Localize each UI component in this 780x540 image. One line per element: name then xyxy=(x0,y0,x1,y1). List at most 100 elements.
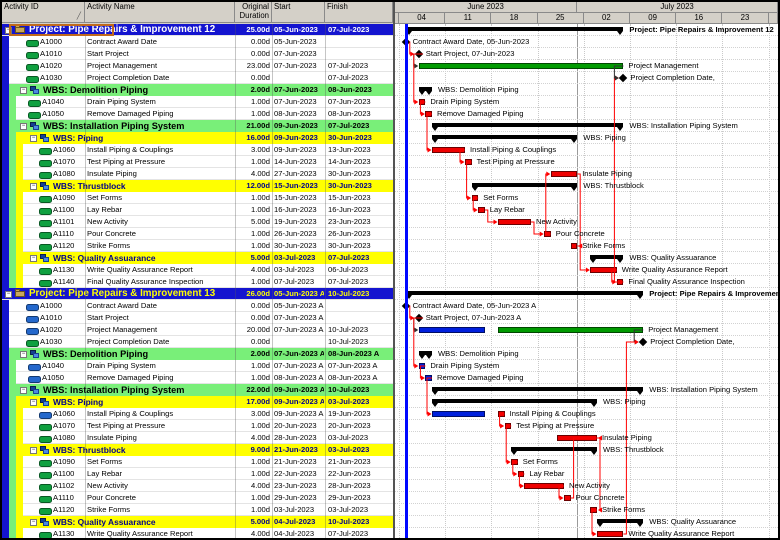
summary-bar[interactable] xyxy=(432,386,644,391)
table-row[interactable]: − WBS: Demolition Piping 2.00d 07-Jun-2023 0… xyxy=(2,84,393,96)
column-header-original-duration[interactable]: Original Duration xyxy=(235,2,272,23)
start-date-cell[interactable]: 21-Jun-2023 xyxy=(274,457,317,466)
table-row[interactable]: − WBS: Demolition Piping 2.00d 07-Jun-2023 … xyxy=(2,348,393,360)
table-row[interactable]: A1120 Strike Forms 1.00d 30-Jun-2023 30-Jun-… xyxy=(2,240,393,252)
finish-date-cell[interactable]: 08-Jun-2023 A xyxy=(328,373,378,382)
start-date-cell[interactable]: 22-Jun-2023 xyxy=(274,469,317,478)
start-date-cell[interactable]: 03-Jul-2023 xyxy=(274,265,315,274)
start-date-cell[interactable]: 07-Jun-2023 xyxy=(274,61,317,70)
original-duration-cell[interactable]: 1.00d xyxy=(250,97,270,106)
original-duration-cell[interactable]: 26.00d xyxy=(246,289,270,298)
activity-id-cell[interactable]: A1010 xyxy=(40,313,62,322)
activity-name-cell[interactable]: Project Management xyxy=(87,61,158,70)
activity-name-cell[interactable]: Write Quality Assurance Report xyxy=(87,265,193,274)
original-duration-cell[interactable]: 1.00d xyxy=(250,193,270,202)
original-duration-cell[interactable]: 0.00d xyxy=(250,73,270,82)
collapse-toggle-icon[interactable]: − xyxy=(5,290,12,298)
finish-date-cell[interactable]: 13-Jun-2023 xyxy=(328,145,371,154)
column-header-start[interactable]: Start xyxy=(272,2,325,23)
finish-date-cell[interactable]: 07-Jun-2023 A xyxy=(328,361,378,370)
activity-name-cell[interactable]: Insulate Piping xyxy=(87,433,137,442)
finish-date-cell[interactable]: 08-Jun-2023 xyxy=(328,85,372,94)
table-row[interactable]: A1100 Lay Rebar 1.00d 16-Jun-2023 16-Jun-202… xyxy=(2,204,393,216)
finish-date-cell[interactable]: 10-Jul-2023 xyxy=(328,325,369,334)
original-duration-cell[interactable]: 4.00d xyxy=(250,481,270,490)
table-gantt-splitter[interactable] xyxy=(393,2,395,538)
start-date-cell[interactable]: 08-Jun-2023 A xyxy=(274,373,324,382)
activity-id-cell[interactable]: A1000 xyxy=(40,301,62,310)
activity-id-cell[interactable]: A1060 xyxy=(53,409,75,418)
activity-name-cell[interactable]: Lay Rebar xyxy=(87,469,123,478)
finish-date-cell[interactable]: 26-Jun-2023 xyxy=(328,229,371,238)
original-duration-cell[interactable]: 0.00d xyxy=(250,337,270,346)
column-header-activity-name[interactable]: Activity Name xyxy=(85,2,235,23)
start-date-cell[interactable] xyxy=(274,336,324,348)
start-date-cell[interactable]: 23-Jun-2023 xyxy=(274,481,317,490)
activity-name-cell[interactable]: Lay Rebar xyxy=(87,205,123,214)
finish-date-cell[interactable] xyxy=(328,36,390,48)
activity-name-cell[interactable]: New Activity xyxy=(87,481,128,490)
original-duration-cell[interactable]: 0.00d xyxy=(250,49,270,58)
start-date-cell[interactable]: 04-Jul-2023 xyxy=(274,517,316,526)
finish-date-cell[interactable]: 08-Jun-2023 xyxy=(328,109,371,118)
table-row[interactable]: A1090 Set Forms 1.00d 21-Jun-2023 21-Jun-202… xyxy=(2,456,393,468)
finish-date-cell[interactable] xyxy=(328,312,390,324)
finish-date-cell[interactable]: 10-Jul-2023 xyxy=(328,385,370,394)
activity-bar[interactable] xyxy=(550,171,578,177)
collapse-toggle-icon[interactable]: − xyxy=(5,26,12,34)
activity-id-cell[interactable]: A1080 xyxy=(53,433,75,442)
start-date-cell[interactable]: 07-Jun-2023 xyxy=(274,49,317,58)
original-duration-cell[interactable]: 9.00d xyxy=(250,445,270,454)
table-row[interactable]: − WBS: Quality Assuarance 5.00d 04-Jul-2023… xyxy=(2,516,393,528)
column-header-activity-id[interactable]: Activity ID ╱ xyxy=(2,2,85,23)
original-duration-cell[interactable]: 0.00d xyxy=(250,37,270,46)
finish-date-cell[interactable]: 03-Jul-2023 xyxy=(328,505,369,514)
start-date-cell[interactable]: 09-Jun-2023 A xyxy=(274,397,324,406)
activity-id-cell[interactable]: A1010 xyxy=(40,49,62,58)
table-row[interactable]: A1050 Remove Damaged Piping 1.00d 08-Jun-20… xyxy=(2,108,393,120)
start-date-cell[interactable]: 05-Jun-2023 xyxy=(274,37,317,46)
table-row[interactable]: A1060 Install Piping & Couplings 3.00d 09-J… xyxy=(2,408,393,420)
table-row[interactable]: A1050 Remove Damaged Piping 1.00d 08-Jun-20… xyxy=(2,372,393,384)
original-duration-cell[interactable]: 1.00d xyxy=(250,457,270,466)
start-date-cell[interactable]: 07-Jul-2023 xyxy=(274,277,315,286)
start-date-cell[interactable]: 07-Jun-2023 A xyxy=(274,349,324,358)
finish-date-cell[interactable]: 07-Jul-2023 xyxy=(328,25,370,34)
summary-bar[interactable] xyxy=(418,350,432,355)
finish-date-cell[interactable]: 20-Jun-2023 xyxy=(328,421,371,430)
activity-name-cell[interactable]: Start Project xyxy=(87,49,129,58)
activity-name-cell[interactable]: Final Quality Assurance Inspection xyxy=(87,277,204,286)
table-row[interactable]: − WBS: Piping 16.00d 09-Jun-2023 30-Jun-2023 xyxy=(2,132,393,144)
original-duration-cell[interactable]: 2.00d xyxy=(250,349,270,358)
start-date-cell[interactable]: 20-Jun-2023 xyxy=(274,421,317,430)
activity-id-cell[interactable]: A1050 xyxy=(42,109,64,118)
table-row[interactable]: A1030 Project Completion Date 0.00d 10-Jul-… xyxy=(2,336,393,348)
start-date-cell[interactable]: 05-Jun-2023 A xyxy=(274,301,324,310)
activity-name-cell[interactable]: New Activity xyxy=(87,217,128,226)
activity-id-cell[interactable]: A1070 xyxy=(53,157,75,166)
start-date-cell[interactable]: 05-Jun-2023 A xyxy=(274,289,324,298)
activity-name-cell[interactable]: Contract Award Date xyxy=(87,37,157,46)
original-duration-cell[interactable]: 17.00d xyxy=(246,397,270,406)
start-date-cell[interactable]: 09-Jun-2023 xyxy=(274,121,318,130)
activity-name-cell[interactable]: Set Forms xyxy=(87,457,123,466)
start-date-cell[interactable]: 21-Jun-2023 xyxy=(274,445,318,454)
finish-date-cell[interactable] xyxy=(328,300,390,312)
original-duration-cell[interactable]: 20.00d xyxy=(246,325,270,334)
finish-date-cell[interactable]: 07-Jul-2023 xyxy=(328,121,370,130)
table-row[interactable]: − WBS: Thrustblock 9.00d 21-Jun-2023 03-Jul-… xyxy=(2,444,393,456)
activity-name-cell[interactable]: Start Project xyxy=(87,313,129,322)
start-date-cell[interactable]: 07-Jun-2023 A xyxy=(274,325,324,334)
activity-id-cell[interactable]: A1120 xyxy=(53,241,75,250)
collapse-toggle-icon[interactable]: − xyxy=(30,518,37,526)
activity-name-cell[interactable]: Drain Piping System xyxy=(87,97,156,106)
activity-id-cell[interactable]: A1120 xyxy=(53,505,75,514)
activity-bar[interactable] xyxy=(418,327,485,333)
start-date-cell[interactable]: 09-Jun-2023 A xyxy=(274,409,324,418)
activity-id-cell[interactable]: A1100 xyxy=(53,469,75,478)
activity-id-cell[interactable]: A1000 xyxy=(40,37,62,46)
table-row[interactable]: A1010 Start Project 0.00d 07-Jun-2023 A xyxy=(2,312,393,324)
finish-date-cell[interactable]: 07-Jul-2023 xyxy=(328,73,369,82)
table-row[interactable]: A1010 Start Project 0.00d 07-Jun-2023 xyxy=(2,48,393,60)
start-date-cell[interactable]: 07-Jun-2023 xyxy=(274,85,318,94)
